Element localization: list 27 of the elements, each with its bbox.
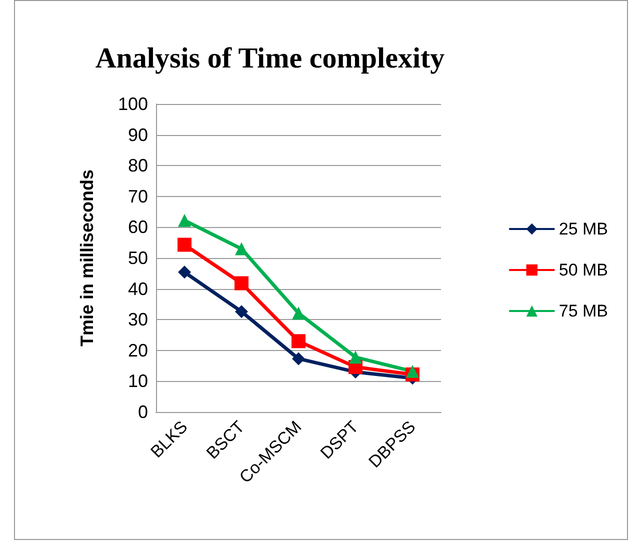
y-axis-title: Tmie in milliseconds [77, 169, 97, 347]
point [349, 350, 362, 364]
y-tick-label: 100 [118, 94, 148, 114]
y-tick-label: 70 [128, 186, 148, 206]
y-tick-label: 80 [128, 156, 148, 176]
y-tick-label: 60 [128, 217, 148, 238]
legend-label: 25 MB [558, 220, 608, 238]
point [235, 242, 248, 256]
y-tick-label: 50 [128, 248, 148, 268]
point [234, 276, 248, 290]
chart-title: Analysis of Time complexity [95, 42, 446, 74]
point [178, 238, 192, 252]
legend-label: 75 MB [558, 302, 608, 320]
point [406, 364, 419, 378]
point [235, 305, 248, 318]
y-tick-label: 40 [128, 278, 148, 299]
legend-label: 50 MB [558, 260, 608, 280]
point [178, 266, 191, 279]
y-tick-label: 10 [128, 371, 148, 392]
point [178, 214, 191, 227]
point [292, 352, 305, 366]
point [292, 306, 305, 320]
y-tick-label: 20 [128, 340, 148, 360]
y-tick-label: 0 [138, 402, 148, 422]
point [292, 334, 306, 348]
y-tick-label: 90 [128, 124, 148, 145]
y-tick-label: 30 [128, 310, 148, 330]
